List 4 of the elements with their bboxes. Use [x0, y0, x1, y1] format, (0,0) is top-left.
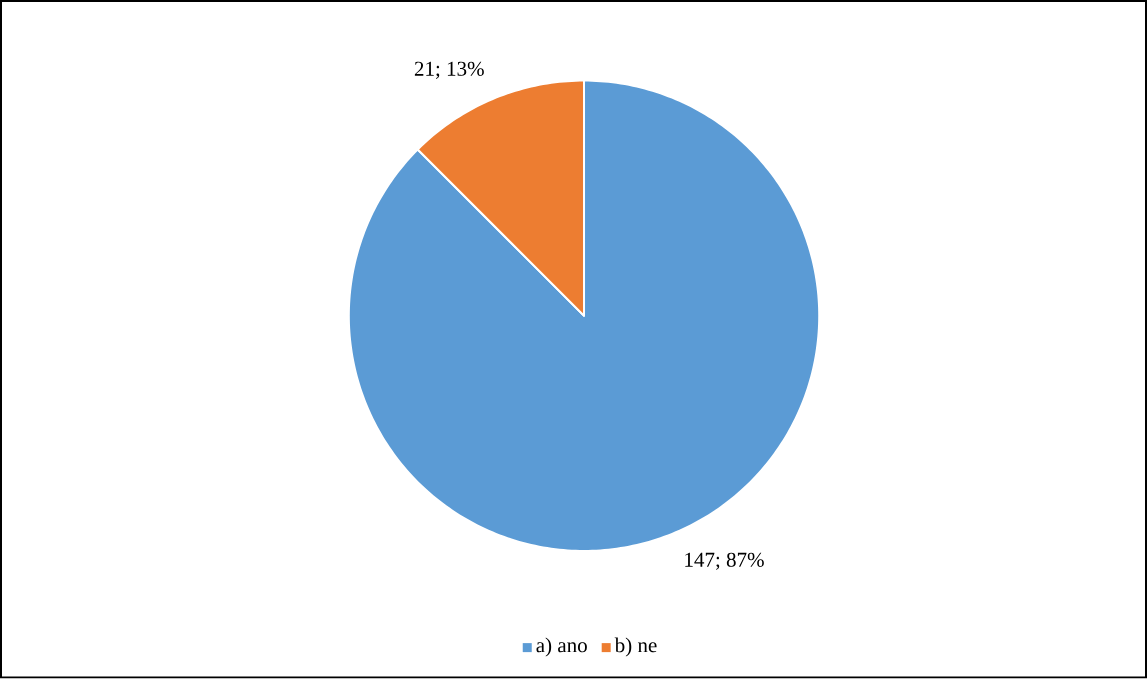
data-label: 21; 13% — [414, 61, 484, 80]
legend-label: b) ne — [614, 637, 657, 657]
data-label: 147; 87% — [685, 552, 764, 571]
legend-label: a) ano — [536, 637, 587, 657]
